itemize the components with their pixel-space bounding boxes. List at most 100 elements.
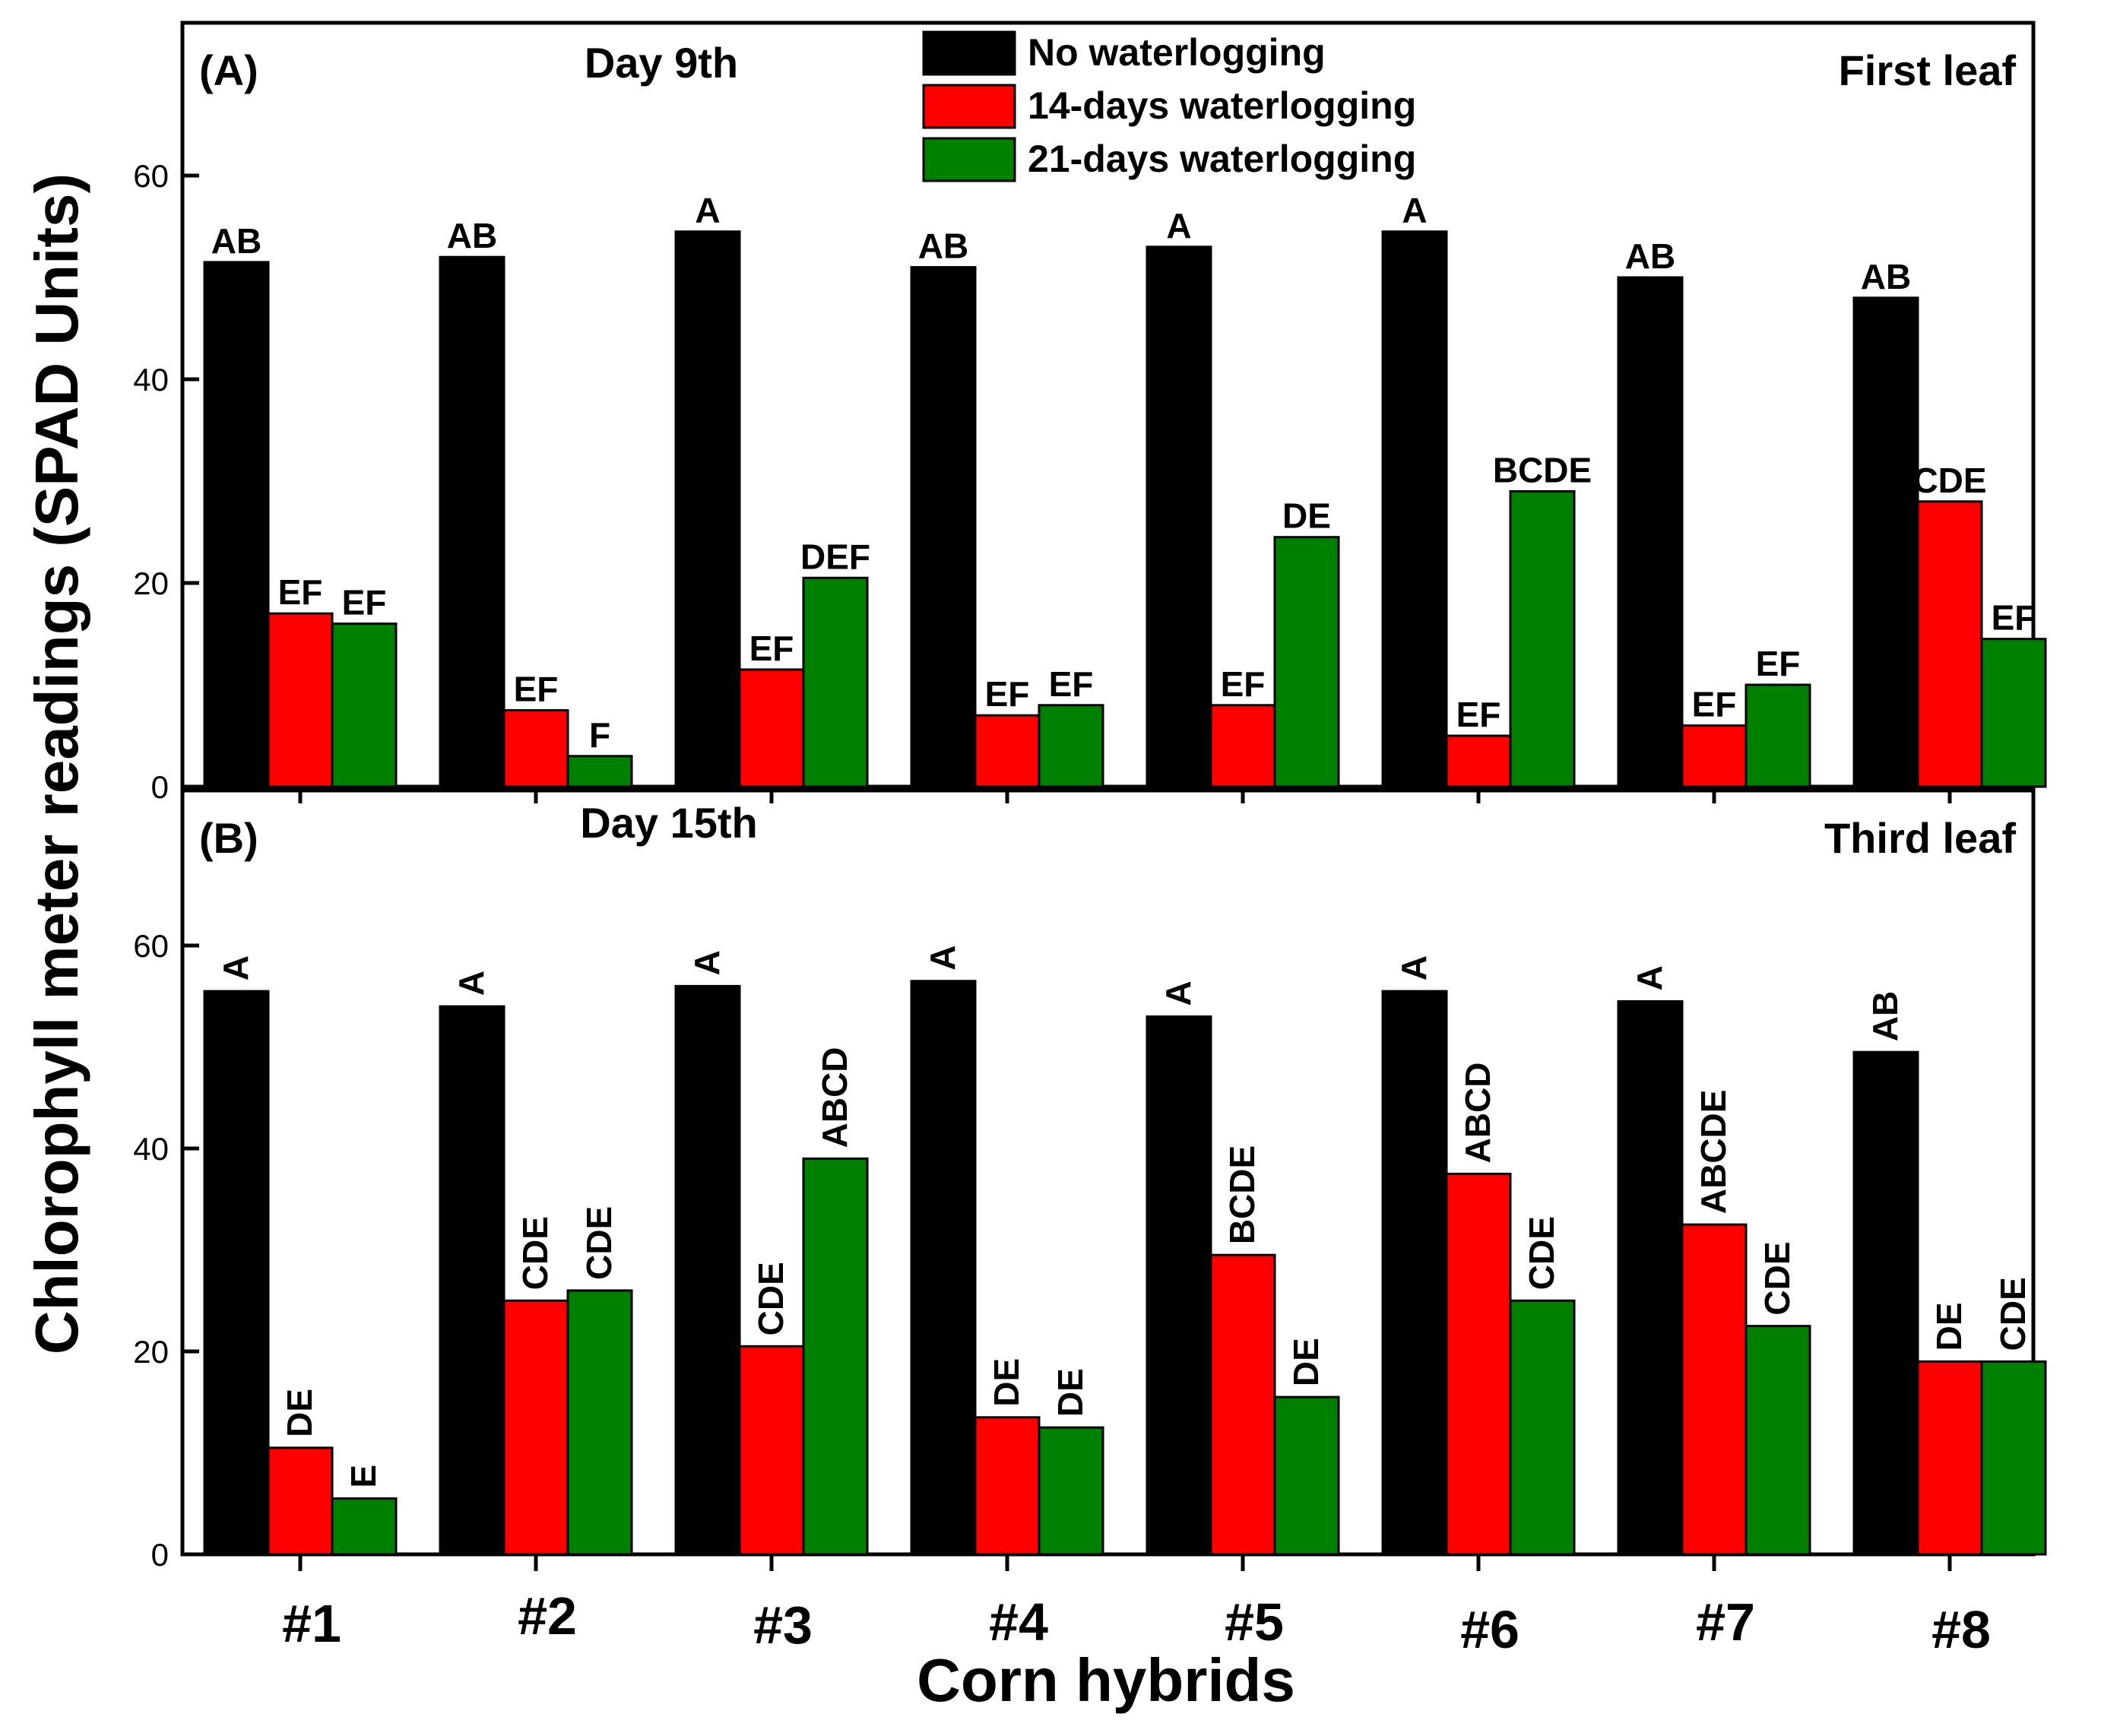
legend-swatch [922,84,1016,129]
significance-label: A [923,945,962,970]
bar [738,1345,805,1556]
significance-label: A [1394,955,1434,980]
significance-label: EF [985,674,1030,714]
legend-label: 21-days waterlogging [1028,138,1416,180]
significance-label: AB [1865,991,1905,1041]
legend-swatch [922,30,1016,76]
y-tick-label: 40 [133,362,169,398]
bar [1509,1299,1576,1556]
y-tick-label: 20 [133,565,169,601]
bar [502,709,569,788]
significance-label: CDE [1522,1216,1561,1290]
day-label: Day 15th [580,799,757,847]
bar [1509,489,1576,788]
bar [674,984,741,1556]
bar [502,1299,569,1556]
significance-label: A [1166,206,1191,246]
bar [1146,246,1212,788]
significance-label: EF [1692,685,1737,724]
bar [439,1005,505,1556]
bar [1381,230,1448,788]
significance-label: DE [1286,1338,1326,1386]
significance-label: A [695,191,720,230]
significance-label: EF [278,572,323,612]
bar [1617,999,1684,1556]
significance-label: DE [1929,1302,1969,1351]
category-labels: #1 #2 #3 #4 #5 #6 #7 #8 [282,1586,1991,1659]
significance-label: BCDE [1493,450,1592,489]
y-tick-label: 20 [133,1334,169,1370]
bar [1916,500,1983,788]
bar [802,576,869,788]
bar [331,622,398,788]
significance-label: EF [1456,695,1501,734]
category-label: #5 [1225,1592,1284,1652]
y-tick-label: 60 [133,158,169,194]
category-label: #4 [989,1592,1048,1652]
significance-label: CDE [515,1216,555,1290]
significance-label: EF [749,629,794,668]
significance-label: DEF [800,537,870,576]
bar [1273,1395,1340,1556]
significance-label: E [344,1465,383,1488]
bar [910,266,977,788]
legend-label: No waterlogging [1028,31,1326,74]
bar [1445,1172,1512,1556]
significance-label: DE [1050,1368,1090,1417]
bar [1146,1015,1212,1556]
bar [738,668,805,788]
category-label: #7 [1696,1592,1755,1652]
significance-label: ABCDE [1694,1090,1733,1215]
panel-label: (A) [199,46,258,94]
category-label: #6 [1460,1600,1520,1659]
bar [1617,276,1684,788]
bar [1852,1050,1919,1556]
significance-label: ABCD [1458,1062,1497,1163]
bar [203,261,270,788]
significance-label: A [452,971,491,996]
bar [1038,704,1104,788]
significance-label: AB [1625,236,1675,276]
significance-label: CDE [579,1206,619,1280]
panel-A: 0 20 40 60 AB AB A AB A A AB AB EF EF EF EF EF EF EF CDE EF F… [133,21,2047,805]
significance-label: DE [1282,496,1331,536]
significance-label: CDE [1757,1242,1797,1316]
category-label: #3 [753,1595,813,1655]
y-tick-label: 0 [151,769,169,805]
significance-label: CDE [751,1262,791,1335]
significance-label: AB [918,227,968,266]
significance-label: EF [1221,664,1266,704]
significance-label: ABCD [815,1047,854,1148]
panel-frame [180,21,2036,789]
y-axis-title: Chlorophyll meter readings (SPAD Units) [23,173,90,1354]
significance-label: A [687,950,727,975]
significance-label: F [589,715,610,755]
panel-label: (B) [199,814,258,862]
significance-label: A [1630,965,1669,990]
bar [1744,1325,1811,1556]
bar [267,612,334,788]
significance-label: DE [280,1389,319,1437]
significance-label: CDE [1912,461,1986,500]
significance-label: EF [342,583,387,622]
bar [1681,724,1748,788]
x-axis-title: Corn hybrids [917,1646,1295,1714]
bar [267,1446,334,1556]
bar [1381,990,1448,1556]
bar [1038,1426,1104,1556]
significance-label: A [1402,191,1427,230]
bar [1980,638,2047,788]
bar [1980,1360,2047,1556]
bar [974,714,1041,788]
significance-label: EF [514,670,559,709]
bar [1209,704,1276,788]
bar [910,980,977,1556]
bar [566,1289,633,1556]
y-tick-label: 40 [133,1131,169,1167]
significance-label: EF [1756,644,1801,683]
significance-label: DE [987,1358,1026,1407]
bar [1744,683,1811,788]
